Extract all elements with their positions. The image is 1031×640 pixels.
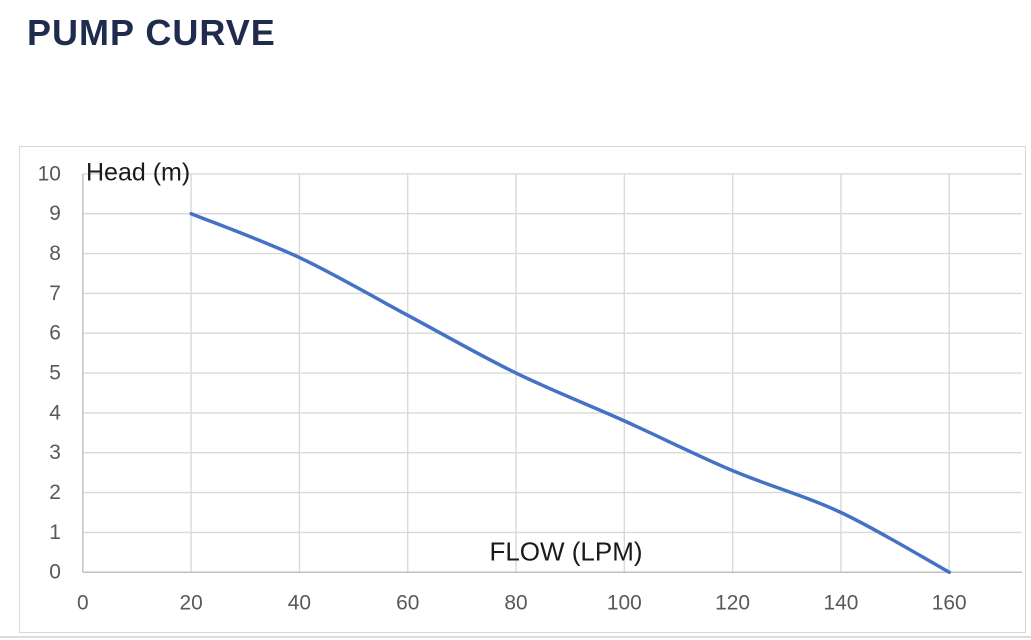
y-tick-label: 3 [49,441,61,464]
x-tick-label: 0 [77,592,89,615]
y-tick-label: 9 [49,202,61,225]
x-tick-label: 120 [715,592,750,615]
x-tick-label: 100 [607,592,642,615]
x-tick-label: 80 [504,592,527,615]
x-tick-label: 40 [288,592,311,615]
y-tick-label: 1 [49,521,61,544]
y-tick-label: 4 [49,401,61,424]
y-tick-label: 2 [49,481,61,504]
y-tick-label: 7 [49,282,61,305]
page-title: PUMP CURVE [27,12,276,53]
bottom-divider [0,636,1031,638]
x-tick-label: 20 [179,592,202,615]
pump-curve-chart: 0 1 2 3 4 5 6 7 8 9 10 0 20 40 60 80 100 120 140 160 Head (… [19,146,1026,633]
y-tick-label: 8 [49,242,61,265]
x-tick-label: 160 [932,592,967,615]
y-tick-label: 5 [49,362,61,385]
y-tick-label: 10 [38,162,61,185]
x-tick-label: 140 [823,592,858,615]
x-tick-label: 60 [396,592,419,615]
y-tick-label: 0 [49,561,61,584]
y-tick-label: 6 [49,322,61,345]
pump-curve-line [189,211,951,574]
